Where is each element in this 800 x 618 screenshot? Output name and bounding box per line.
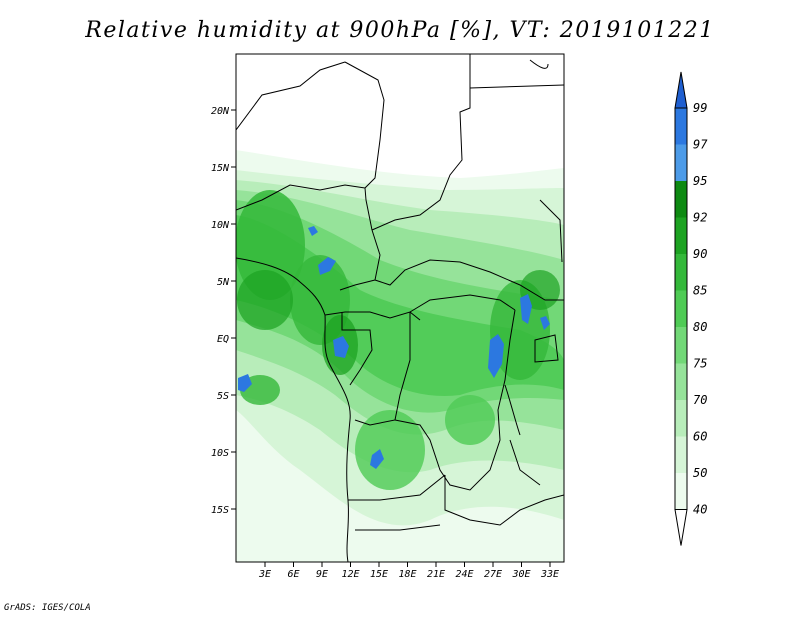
- lon-tick-label: 6E: [287, 569, 299, 580]
- saturation-patch: [520, 294, 532, 324]
- humidity-cell: [237, 270, 293, 330]
- lat-tick-label: 15S: [211, 505, 229, 516]
- colorbar: 99 97 95 92 90 85 80 75 70 60 50 40: [674, 71, 708, 546]
- country-borders: [236, 54, 564, 562]
- colorbar-label: 90: [693, 247, 707, 261]
- colorbar-segment: [675, 400, 687, 437]
- colorbar-segment: [675, 436, 687, 473]
- lon-tick-label: 33E: [540, 569, 559, 580]
- chart-title: Relative humidity at 900hPa [%], VT: 201…: [85, 18, 715, 43]
- border: [534, 334, 559, 363]
- colorbar-label: 60: [693, 430, 707, 444]
- latitude-labels: 20N 15N 10N 5N EQ 5S 10S 15S: [211, 106, 230, 516]
- lon-tick-label: 9E: [316, 569, 328, 580]
- colorbar-label: 50: [693, 466, 707, 480]
- border: [509, 439, 541, 486]
- border: [355, 524, 441, 531]
- humidity-cell: [445, 395, 495, 445]
- border: [529, 59, 549, 69]
- coastline: [236, 257, 351, 562]
- lon-tick-label: 24E: [455, 569, 473, 580]
- colorbar-label: 95: [693, 174, 707, 188]
- border: [236, 61, 385, 231]
- colorbar-segment: [675, 108, 687, 145]
- saturation-patch: [370, 449, 384, 469]
- colorbar-segment: [675, 144, 687, 181]
- lat-tick-label: 15N: [211, 163, 230, 174]
- border: [339, 279, 376, 291]
- lat-tick-label: 5S: [217, 391, 229, 402]
- colorbar-segment: [675, 473, 687, 510]
- lon-tick-label: 27E: [484, 569, 502, 580]
- border: [409, 294, 516, 313]
- colorbar-label: 70: [693, 393, 707, 407]
- colorbar-label: 97: [693, 138, 708, 152]
- border: [371, 54, 471, 231]
- saturation-patch: [540, 316, 550, 330]
- lon-tick-label: 30E: [511, 569, 530, 580]
- colorbar-label: 40: [693, 503, 707, 517]
- lat-tick-label: 5N: [217, 277, 230, 288]
- saturation-patch: [488, 334, 504, 378]
- humidity-field: [236, 150, 564, 562]
- border: [504, 384, 521, 436]
- colorbar-max-arrow: [674, 71, 688, 109]
- lon-tick-label: 18E: [398, 569, 416, 580]
- lat-tick-label: 10S: [211, 448, 229, 459]
- humidity-cell: [236, 190, 305, 300]
- colorbar-label: 99: [693, 101, 707, 115]
- colorbar-label: 85: [693, 284, 707, 298]
- saturation-patch: [318, 257, 336, 275]
- lat-tick-label: 10N: [211, 220, 230, 231]
- colorbar-label: 80: [693, 320, 707, 334]
- border: [444, 475, 564, 526]
- lat-tick-label: 20N: [211, 106, 230, 117]
- footer-credit: GrADS: IGES/COLA: [4, 603, 91, 613]
- lat-tick-label: EQ: [217, 334, 229, 345]
- colorbar-label: 92: [693, 211, 707, 225]
- colorbar-segment: [675, 327, 687, 364]
- border: [341, 312, 373, 386]
- border: [371, 229, 564, 301]
- border: [469, 84, 564, 89]
- border: [236, 184, 366, 211]
- saturation-patch: [308, 226, 318, 236]
- border: [394, 309, 516, 491]
- humidity-cell: [355, 410, 425, 490]
- lon-tick-label: 3E: [258, 569, 271, 580]
- saturation-patch: [238, 374, 252, 392]
- lon-tick-label: 15E: [370, 569, 388, 580]
- lon-tick-label: 12E: [341, 569, 359, 580]
- longitude-labels: 3E 6E 9E 12E 15E 18E 21E 24E 27E 30E 33E: [258, 569, 559, 580]
- saturation-patch: [333, 336, 349, 358]
- colorbar-segment: [675, 254, 687, 291]
- lon-tick-label: 21E: [427, 569, 445, 580]
- colorbar-segment: [675, 363, 687, 400]
- colorbar-min-arrow: [674, 509, 688, 546]
- colorbar-segment: [675, 290, 687, 327]
- colorbar-label: 75: [693, 357, 707, 371]
- border: [539, 199, 563, 263]
- colorbar-segment: [675, 217, 687, 254]
- border: [354, 312, 411, 426]
- colorbar-segment: [675, 181, 687, 218]
- border: [348, 474, 446, 501]
